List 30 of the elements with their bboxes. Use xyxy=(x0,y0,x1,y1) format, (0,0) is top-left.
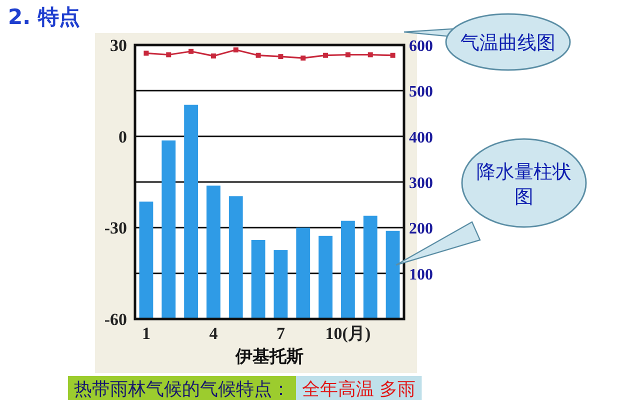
chart-title: 2. 特点 xyxy=(8,5,80,29)
x-tick-label: 7 xyxy=(276,324,286,343)
y2-tick-label: 500 xyxy=(409,84,433,101)
bar xyxy=(318,236,332,319)
x-tick-label: 10(月) xyxy=(325,324,371,343)
y2-tick-label: 100 xyxy=(409,266,433,284)
y2-tick-label: 600 xyxy=(409,38,433,55)
y-tick-label: -30 xyxy=(104,218,127,238)
bar xyxy=(228,196,243,319)
bar xyxy=(206,186,220,319)
bar xyxy=(363,216,378,319)
bar xyxy=(386,230,400,319)
y2-tick-label: 300 xyxy=(409,175,433,192)
x-axis-title: 伊基托斯 xyxy=(234,347,304,367)
text: 全年高温 多雨 xyxy=(302,379,416,400)
bar xyxy=(274,250,288,319)
bar xyxy=(251,240,266,319)
bar xyxy=(162,140,176,319)
x-tick-label: 1 xyxy=(142,324,150,343)
y2-tick-label: 400 xyxy=(409,129,433,146)
y2-tick-label: 200 xyxy=(409,220,433,238)
text: 热带雨林气候的气候特点： xyxy=(74,379,290,400)
y-tick-label: 30 xyxy=(110,36,127,55)
bar xyxy=(341,220,355,319)
x-tick-label: 4 xyxy=(209,324,218,343)
bar xyxy=(296,228,310,319)
bar xyxy=(139,202,154,319)
bar xyxy=(184,104,198,319)
y-tick-label: 0 xyxy=(118,127,127,146)
y-tick-label: -60 xyxy=(104,310,127,329)
